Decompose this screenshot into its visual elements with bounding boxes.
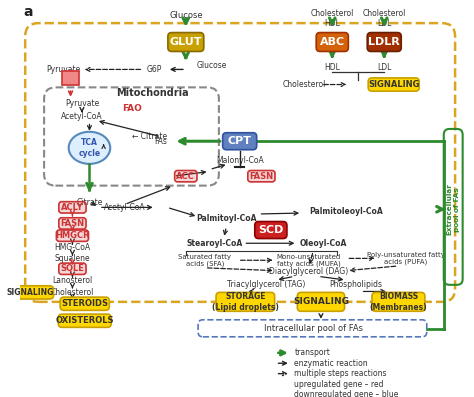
Text: ACLY: ACLY [61, 203, 84, 212]
Text: HMG-CoA: HMG-CoA [55, 243, 91, 252]
FancyBboxPatch shape [216, 293, 274, 311]
Text: STORAGE
(Lipid droplets): STORAGE (Lipid droplets) [212, 292, 279, 312]
Text: BIOMASS
(Membranes): BIOMASS (Membranes) [370, 292, 427, 312]
Circle shape [275, 379, 285, 389]
Text: SIGNALING: SIGNALING [6, 288, 54, 297]
Text: ACC: ACC [176, 172, 195, 181]
FancyBboxPatch shape [56, 230, 89, 241]
Bar [62, 71, 79, 85]
Circle shape [275, 390, 285, 397]
Text: FASN: FASN [60, 219, 84, 228]
Text: Mitochondria: Mitochondria [117, 88, 189, 98]
Text: Malonyl-CoA: Malonyl-CoA [216, 156, 264, 165]
Text: multiple steps reactions: multiple steps reactions [294, 369, 387, 378]
FancyBboxPatch shape [367, 33, 401, 52]
Text: Pyruvate: Pyruvate [65, 99, 99, 108]
Text: CPT: CPT [228, 136, 252, 146]
Text: Acetyl-CoA: Acetyl-CoA [61, 112, 103, 121]
Text: FASN: FASN [249, 172, 273, 181]
Text: Acetyl-CoA: Acetyl-CoA [104, 203, 145, 212]
Text: Saturated fatty
acids (SFA): Saturated fatty acids (SFA) [178, 254, 231, 267]
FancyBboxPatch shape [59, 218, 86, 229]
Text: a: a [23, 5, 33, 19]
Text: Extracellular
pool of FAs: Extracellular pool of FAs [447, 183, 460, 235]
FancyBboxPatch shape [59, 263, 86, 274]
Text: Intracellular pool of FAs: Intracellular pool of FAs [264, 324, 363, 333]
Text: upregulated gene – red: upregulated gene – red [294, 380, 384, 389]
Text: Pyruvate: Pyruvate [46, 65, 80, 74]
Text: Palmitoyl-CoA: Palmitoyl-CoA [196, 214, 257, 223]
Text: STEROIDS: STEROIDS [61, 299, 108, 308]
Text: Poly-unsaturated fatty
acids (PUFA): Poly-unsaturated fatty acids (PUFA) [367, 252, 445, 265]
FancyBboxPatch shape [175, 170, 197, 182]
Text: Glucose: Glucose [169, 11, 203, 20]
Text: Mono-unsaturated
fatty acids (MUFA): Mono-unsaturated fatty acids (MUFA) [276, 254, 341, 267]
FancyBboxPatch shape [223, 133, 257, 150]
Text: HDL: HDL [324, 63, 340, 72]
Text: Palmitoleoyl-CoA: Palmitoleoyl-CoA [310, 206, 383, 216]
FancyBboxPatch shape [6, 286, 54, 299]
Text: Triacylglycerol (TAG): Triacylglycerol (TAG) [227, 280, 305, 289]
FancyBboxPatch shape [372, 293, 425, 311]
Ellipse shape [69, 132, 110, 164]
FancyBboxPatch shape [255, 222, 287, 239]
Text: GLUT: GLUT [170, 37, 202, 47]
Text: ABC: ABC [319, 37, 345, 47]
Text: Cholesterol
LDL: Cholesterol LDL [363, 9, 406, 28]
Text: G6P: G6P [147, 65, 162, 74]
Text: Lanosterol: Lanosterol [52, 276, 92, 285]
Text: SIGNALING: SIGNALING [293, 297, 349, 306]
Text: FAO: FAO [122, 104, 142, 113]
FancyBboxPatch shape [248, 170, 275, 182]
Text: Squalene: Squalene [55, 254, 90, 263]
Text: Oleoyl-CoA: Oleoyl-CoA [299, 239, 346, 248]
Text: Cholesterol: Cholesterol [51, 288, 94, 297]
Text: Diacylglycerol (DAG): Diacylglycerol (DAG) [269, 267, 348, 276]
Text: OXISTEROLS: OXISTEROLS [55, 316, 114, 325]
Text: enzymatic reaction: enzymatic reaction [294, 359, 368, 368]
Text: TCA
cycle: TCA cycle [78, 138, 100, 158]
FancyBboxPatch shape [168, 33, 204, 52]
Text: Cholesterol: Cholesterol [282, 80, 326, 89]
Text: Phospholipids: Phospholipids [329, 280, 383, 289]
Text: Cholesterol
HDL: Cholesterol HDL [310, 9, 354, 28]
FancyBboxPatch shape [58, 314, 111, 328]
Text: Stearoyl-CoA: Stearoyl-CoA [186, 239, 242, 248]
Text: Glucose: Glucose [196, 61, 227, 70]
Text: HMGCR: HMGCR [55, 231, 90, 240]
FancyBboxPatch shape [368, 78, 419, 91]
FancyBboxPatch shape [60, 297, 109, 310]
Text: LDLR: LDLR [368, 37, 400, 47]
Text: ← Citrate: ← Citrate [132, 132, 167, 141]
Text: SQLE: SQLE [61, 264, 84, 273]
Text: SCD: SCD [258, 225, 283, 235]
Text: FAs: FAs [154, 137, 167, 146]
Text: Citrate: Citrate [76, 198, 103, 207]
Text: downregulated gene – blue: downregulated gene – blue [294, 390, 399, 397]
Text: LDL: LDL [377, 63, 392, 72]
FancyBboxPatch shape [59, 202, 86, 213]
FancyBboxPatch shape [297, 293, 345, 311]
Text: transport: transport [294, 348, 330, 357]
Text: SIGNALING: SIGNALING [368, 80, 419, 89]
FancyBboxPatch shape [316, 33, 348, 52]
